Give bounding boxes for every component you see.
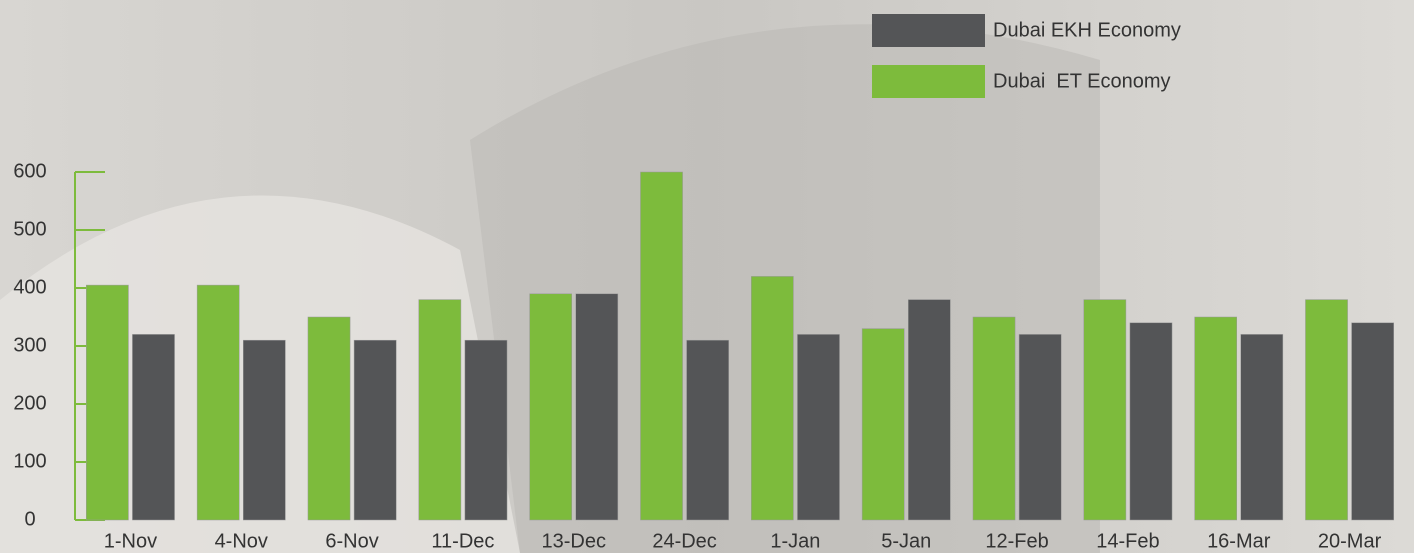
y-tick-label: 400	[13, 276, 46, 298]
bar	[132, 334, 175, 521]
x-tick-label: 5-Jan	[881, 530, 931, 552]
x-tick-label: 20-Mar	[1318, 530, 1382, 552]
x-tick-label: 4-Nov	[215, 530, 268, 552]
y-tick-label: 500	[13, 218, 46, 240]
legend-swatch	[872, 65, 985, 98]
bar	[640, 171, 683, 521]
x-tick-label: 16-Mar	[1207, 530, 1271, 552]
x-tick-label: 14-Feb	[1096, 530, 1159, 552]
bar	[196, 284, 240, 521]
bar	[353, 339, 397, 521]
y-tick-label: 200	[13, 392, 46, 414]
x-tick-label: 6-Nov	[325, 530, 378, 552]
x-tick-label: 1-Jan	[770, 530, 820, 552]
bar	[575, 293, 619, 521]
x-tick-label: 11-Dec	[431, 530, 494, 552]
bar	[86, 284, 129, 521]
x-tick-label: 1-Nov	[104, 530, 157, 552]
bar	[861, 328, 905, 521]
bar	[1240, 334, 1284, 521]
bar	[307, 316, 351, 521]
bar	[797, 334, 840, 521]
bar	[529, 293, 573, 521]
y-tick-label: 600	[13, 160, 46, 182]
x-tick-label: 13-Dec	[542, 530, 606, 552]
bar	[1351, 322, 1394, 521]
x-tick-label: 12-Feb	[985, 530, 1048, 552]
bar	[464, 339, 508, 521]
bar	[1129, 322, 1173, 521]
bar	[686, 339, 729, 521]
y-tick-label: 300	[13, 334, 46, 356]
legend-label: Dubai EKH Economy	[993, 19, 1181, 41]
bar	[243, 339, 286, 521]
bar	[908, 299, 951, 521]
bar	[1083, 299, 1127, 521]
bar	[1194, 316, 1237, 521]
legend-label: Dubai ET Economy	[993, 70, 1171, 92]
x-tick-label: 24-Dec	[652, 530, 716, 552]
bar	[1018, 334, 1062, 521]
bar	[1305, 299, 1348, 521]
legend: Dubai EKH Economy Dubai ET Economy	[872, 14, 1181, 98]
y-tick-label: 100	[13, 450, 46, 472]
bar	[418, 299, 462, 521]
plot-area: 0 100 200 300 400 500 600 1-Nov 4-Nov 6-Nov 11-Dec…	[13, 160, 1394, 552]
legend-swatch	[872, 14, 985, 47]
bar	[751, 276, 794, 521]
bar	[972, 316, 1016, 521]
y-tick-label: 0	[24, 508, 35, 530]
